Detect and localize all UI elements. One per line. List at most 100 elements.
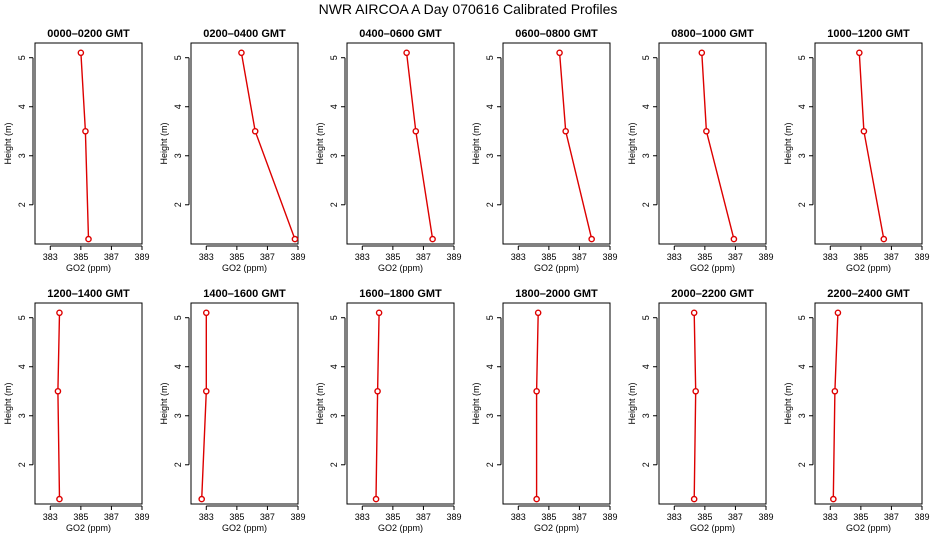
x-tick-label: 389 [758, 252, 773, 262]
plot-frame [34, 302, 143, 505]
y-axis-label: Height (m) [315, 382, 325, 424]
panel-title: 2000–2200 GMT [671, 288, 754, 300]
profile-panel: 1200–1400 GMT 383 385 387 389 GO2 (ppm) 2 3 4 5 He… [3, 288, 150, 533]
panel-title: 1000–1200 GMT [827, 28, 910, 40]
plot-frame [34, 42, 143, 245]
x-axis-label: GO2 (ppm) [222, 523, 267, 533]
figure-title: NWR AIRCOA A Day 070616 Calibrated Profi… [318, 1, 618, 17]
data-point [856, 49, 863, 57]
y-tick-label: 5 [329, 315, 339, 320]
x-tick-label: 385 [229, 512, 244, 522]
profile-line [693, 312, 697, 500]
data-point [834, 309, 842, 317]
x-tick-label: 389 [758, 512, 773, 522]
profile-line [405, 52, 434, 240]
plot-frame [502, 302, 611, 505]
x-tick-label: 385 [385, 512, 400, 522]
x-tick-label: 383 [823, 512, 838, 522]
data-point [198, 495, 205, 503]
y-tick-label: 3 [641, 413, 651, 418]
x-tick-label: 383 [43, 252, 58, 262]
data-point [82, 127, 89, 135]
data-point [830, 495, 837, 503]
profile-panel: 0400–0600 GMT 383 385 387 389 GO2 (ppm) 2 3 4 5 He… [315, 28, 462, 273]
data-point [730, 235, 738, 243]
y-axis-label: Height (m) [783, 382, 793, 424]
data-point [291, 235, 299, 243]
panel-title: 0800–1000 GMT [671, 28, 754, 40]
profile-line [535, 312, 539, 500]
y-tick-label: 3 [329, 153, 339, 158]
data-point [54, 387, 62, 395]
data-point [703, 127, 710, 135]
x-tick-label: 387 [728, 512, 743, 522]
x-axis-label: GO2 (ppm) [690, 263, 735, 273]
y-tick-label: 3 [797, 153, 807, 158]
panel-title: 0400–0600 GMT [359, 28, 442, 40]
y-tick-label: 4 [641, 364, 651, 369]
x-tick-label: 389 [290, 512, 305, 522]
x-tick-label: 383 [511, 252, 526, 262]
y-tick-label: 4 [797, 104, 807, 109]
y-tick-label: 2 [797, 462, 807, 467]
data-point [251, 127, 259, 135]
data-point [56, 309, 63, 317]
panel-title: 1800–2000 GMT [515, 288, 598, 300]
x-tick-label: 387 [416, 252, 431, 262]
panel-title: 1600–1800 GMT [359, 288, 442, 300]
y-tick-label: 5 [641, 55, 651, 60]
y-axis-label: Height (m) [315, 122, 325, 164]
x-tick-label: 389 [446, 512, 461, 522]
x-tick-label: 383 [355, 252, 370, 262]
x-tick-label: 389 [602, 252, 617, 262]
data-point [202, 309, 210, 317]
x-tick-label: 387 [884, 512, 899, 522]
y-axis-label: Height (m) [159, 122, 169, 164]
x-tick-label: 389 [290, 252, 305, 262]
plot-frame [502, 42, 611, 245]
x-tick-label: 385 [229, 252, 244, 262]
profile-panel: 0800–1000 GMT 383 385 387 389 GO2 (ppm) 2 3 4 5 He… [627, 28, 774, 273]
data-point [77, 49, 85, 57]
x-tick-label: 387 [572, 252, 587, 262]
x-tick-label: 387 [260, 512, 275, 522]
plot-frame [190, 302, 299, 505]
plot-frame [814, 42, 923, 245]
y-tick-label: 5 [17, 55, 27, 60]
x-tick-label: 385 [541, 252, 556, 262]
x-tick-label: 383 [823, 252, 838, 262]
y-tick-label: 2 [17, 462, 27, 467]
x-tick-label: 385 [853, 512, 868, 522]
x-axis-label: GO2 (ppm) [534, 263, 579, 273]
y-tick-label: 2 [173, 462, 183, 467]
x-tick-label: 385 [853, 252, 868, 262]
y-axis-label: Height (m) [627, 122, 637, 164]
y-tick-label: 5 [173, 315, 183, 320]
data-point [690, 309, 698, 317]
x-tick-label: 383 [199, 512, 214, 522]
y-tick-label: 5 [17, 315, 27, 320]
y-tick-label: 2 [797, 202, 807, 207]
profile-panel: 1400–1600 GMT 383 385 387 389 GO2 (ppm) 2 3 4 5 He… [159, 288, 306, 533]
plot-frame [658, 302, 767, 505]
y-tick-label: 5 [485, 315, 495, 320]
y-tick-label: 3 [485, 413, 495, 418]
profile-panel: 2200–2400 GMT 383 385 387 389 GO2 (ppm) 2 3 4 5 He… [783, 288, 930, 533]
y-tick-label: 4 [329, 104, 339, 109]
y-tick-label: 2 [641, 202, 651, 207]
panel-title: 2200–2400 GMT [827, 288, 910, 300]
y-tick-label: 4 [17, 104, 27, 109]
data-point [56, 495, 63, 503]
y-tick-label: 4 [485, 364, 495, 369]
data-point [533, 495, 540, 503]
y-tick-label: 5 [485, 55, 495, 60]
y-tick-label: 4 [173, 104, 183, 109]
profile-panel: 1600–1800 GMT 383 385 387 389 GO2 (ppm) 2 3 4 5 He… [315, 288, 462, 533]
x-tick-label: 385 [73, 512, 88, 522]
data-point [372, 495, 380, 503]
panel-title: 1200–1400 GMT [47, 288, 130, 300]
profile-line [832, 312, 839, 500]
x-tick-label: 387 [884, 252, 899, 262]
x-tick-label: 387 [728, 252, 743, 262]
